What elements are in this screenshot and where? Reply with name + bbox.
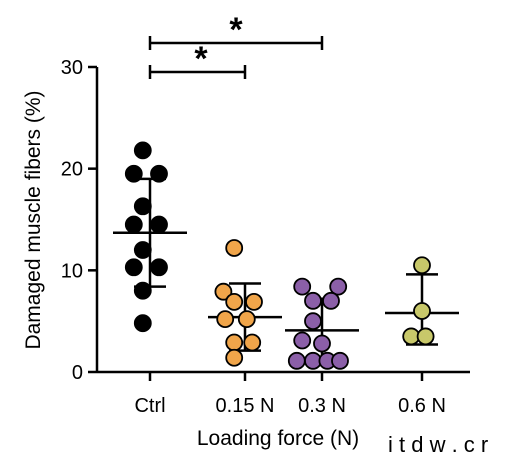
data-point [243,333,262,352]
data-point [329,277,348,296]
x-tick-label: Ctrl [134,395,165,417]
data-point [225,348,244,367]
data-point [133,241,152,259]
y-tick-label: 10 [61,260,83,282]
data-point [331,351,349,370]
data-point [124,258,143,277]
data-point [216,310,235,329]
data-point [124,164,143,183]
data-point [225,292,244,311]
data-point [150,164,168,183]
data-point [322,291,340,310]
data-point [225,333,244,352]
x-axis-title: Loading force (N) [197,427,359,450]
y-tick-label: 20 [61,159,83,181]
data-point [133,197,152,216]
significance-star: * [229,11,243,49]
data-point [293,331,312,350]
data-point [413,256,431,275]
data-point [214,282,233,301]
x-tick-label: 0.6 N [398,395,446,417]
x-tick-label: 0.15 N [216,395,275,417]
data-point [237,310,256,329]
axes: 0 10 20 30 Ctrl 0.15 N 0.3 N 0.6 N [61,57,470,417]
significance-brackets: ** [148,11,324,79]
data-points [124,141,435,370]
data-point [150,215,168,234]
data-point [293,277,312,296]
data-point [416,327,435,346]
data-point [304,312,322,331]
significance-star: * [194,40,208,78]
data-point [133,141,152,160]
x-tick-label: 0.3 N [298,395,346,417]
data-point [313,334,331,353]
y-tick-label: 0 [72,362,83,384]
y-axis-title: Damaged muscle fibers (%) [22,90,45,349]
data-point [287,351,306,370]
watermark: i t d w . c r [388,432,488,457]
data-point [124,215,143,234]
data-point [245,292,263,311]
data-point [304,291,322,310]
data-point [133,314,152,333]
data-point [413,302,431,320]
y-tick-label: 30 [61,57,83,79]
data-point [133,281,152,300]
data-point [150,258,168,277]
data-point [225,239,244,257]
